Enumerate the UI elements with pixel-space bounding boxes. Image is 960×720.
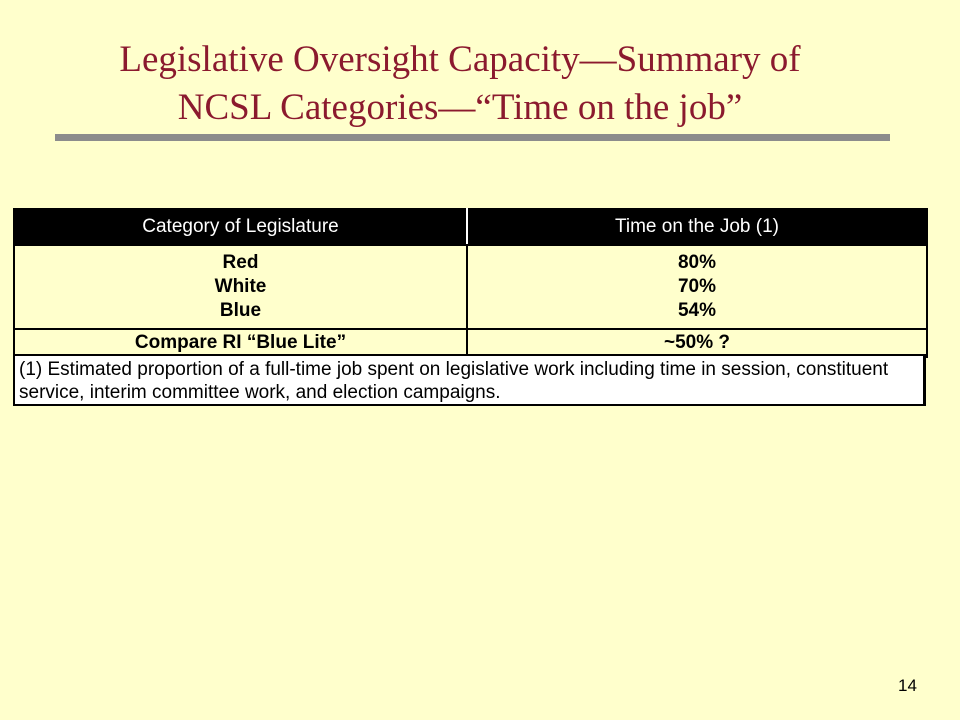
title-line-2: NCSL Categories—“Time on the job”	[177, 87, 743, 128]
header-time-on-job: Time on the Job (1)	[466, 208, 928, 246]
time-red: 80%	[677, 252, 717, 273]
table-row: Red White Blue 80% 70% 54%	[13, 244, 928, 330]
time-cell: 80% 70% 54%	[466, 244, 928, 330]
title-divider	[55, 134, 890, 141]
compare-label: Compare RI “Blue Lite”	[13, 328, 468, 358]
category-blue: Blue	[219, 300, 262, 321]
time-white: 70%	[677, 276, 717, 297]
category-red: Red	[222, 252, 259, 273]
page-number: 14	[898, 676, 917, 695]
category-cell: Red White Blue	[13, 244, 468, 330]
table-footnote: (1) Estimated proportion of a full-time …	[13, 354, 926, 406]
category-white: White	[214, 276, 267, 297]
compare-value: ~50% ?	[466, 328, 928, 358]
compare-row: Compare RI “Blue Lite” ~50% ?	[13, 328, 928, 358]
category-table: Category of Legislature Time on the Job …	[13, 208, 928, 358]
header-category: Category of Legislature	[13, 208, 468, 246]
table-header-row: Category of Legislature Time on the Job …	[13, 208, 928, 246]
time-blue: 54%	[677, 300, 717, 321]
slide-title: Legislative Oversight Capacity—Summary o…	[0, 36, 920, 132]
title-line-1: Legislative Oversight Capacity—Summary o…	[119, 39, 801, 80]
